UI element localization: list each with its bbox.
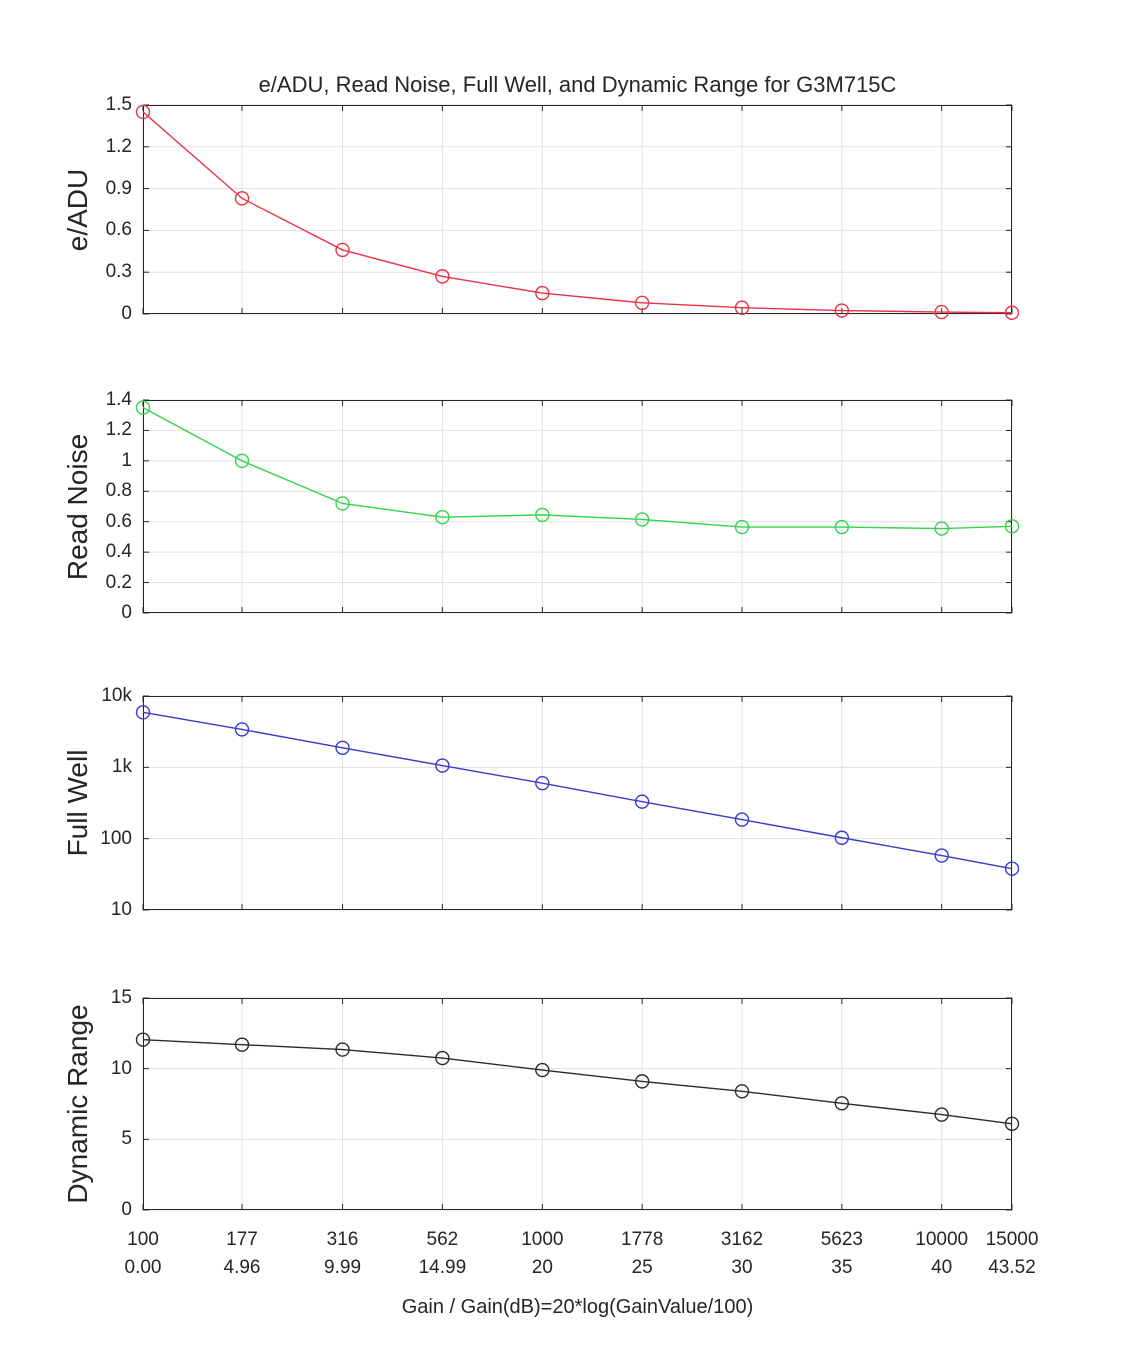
x-tick-label-db: 9.99 <box>324 1257 362 1278</box>
x-tick-label-gain: 562 <box>426 1229 459 1250</box>
x-tick-label-gain: 1000 <box>521 1229 564 1250</box>
figure-title: e/ADU, Read Noise, Full Well, and Dynami… <box>258 72 897 97</box>
y-tick-label: 0.8 <box>105 480 132 502</box>
plot-area-full-well <box>135 695 1020 911</box>
y-tick-label: 100 <box>100 827 132 849</box>
axis-box <box>143 998 1012 1210</box>
y-tick-label: 10 <box>110 1057 132 1079</box>
data-series-line-read-noise <box>142 406 1013 530</box>
data-point-marker <box>934 304 949 320</box>
x-tick-label-db: 25 <box>631 1257 653 1278</box>
data-point-marker <box>734 519 750 535</box>
y-axis-label-dynamic-range: Dynamic Range <box>62 1004 93 1204</box>
data-series-line-dynamic-range <box>142 1038 1013 1125</box>
y-tick-label: 1k <box>111 756 132 778</box>
axis-box <box>143 400 1012 613</box>
y-tick-label: 10 <box>110 899 132 920</box>
data-point-marker <box>234 453 250 469</box>
x-tick-label-gain: 177 <box>226 1229 258 1250</box>
data-point-marker <box>435 1050 450 1066</box>
data-point-marker <box>535 507 550 523</box>
x-tick-label-db: 35 <box>831 1257 853 1278</box>
x-tick-label-db: 20 <box>531 1257 553 1278</box>
y-tick-label: 1.2 <box>105 419 132 441</box>
data-point-marker <box>734 300 750 315</box>
y-tick-label: 1.5 <box>105 94 132 115</box>
data-point-marker <box>634 295 650 311</box>
y-tick-label: 0.2 <box>105 571 132 593</box>
x-tick-label-db: 4.96 <box>223 1257 261 1278</box>
y-tick-label: 0 <box>121 1199 132 1220</box>
data-point-marker <box>135 705 151 720</box>
x-tick-label-db: 30 <box>731 1257 753 1278</box>
data-point-marker <box>135 400 151 415</box>
y-tick-label: 5 <box>121 1128 132 1150</box>
data-point-marker <box>834 1096 850 1111</box>
data-point-marker <box>634 794 650 809</box>
y-tick-label: 1.2 <box>105 135 132 157</box>
data-point-marker <box>634 512 650 527</box>
data-point-marker <box>135 1032 151 1047</box>
data-point-marker <box>1004 1116 1020 1131</box>
data-point-marker <box>335 740 350 755</box>
data-point-marker <box>934 848 949 863</box>
x-tick-label-gain: 1778 <box>621 1229 664 1250</box>
x-tick-label-gain: 100 <box>127 1229 159 1250</box>
x-axis-title: Gain / Gain(dB)=20*log(GainValue/100) <box>401 1296 754 1318</box>
data-point-marker <box>234 722 250 737</box>
data-point-marker <box>535 1062 550 1078</box>
x-tick-label-gain: 316 <box>326 1229 359 1250</box>
data-point-marker <box>535 285 550 301</box>
data-point-marker <box>1004 305 1020 320</box>
data-point-marker <box>335 1042 350 1057</box>
data-point-marker <box>934 521 949 536</box>
data-point-marker <box>435 758 450 773</box>
data-point-marker <box>734 812 750 827</box>
plot-area-e-adu <box>135 104 1020 320</box>
data-point-marker <box>834 303 850 318</box>
x-tick-label-gain: 3162 <box>720 1229 764 1250</box>
data-point-marker <box>135 104 151 120</box>
plot-area-read-noise <box>135 399 1020 614</box>
data-point-marker <box>435 269 450 284</box>
x-tick-label-gain: 10000 <box>915 1229 969 1250</box>
y-tick-label: 0.9 <box>105 177 132 199</box>
x-tick-label-db: 0.00 <box>124 1257 162 1278</box>
y-tick-label: 0.6 <box>105 510 132 532</box>
data-point-marker <box>1004 519 1020 534</box>
data-point-marker <box>234 1037 250 1052</box>
data-point-marker <box>335 242 350 258</box>
y-tick-label: 1.4 <box>105 389 132 410</box>
data-point-marker <box>1004 861 1020 876</box>
data-point-marker <box>834 830 850 845</box>
data-point-marker <box>934 1107 949 1122</box>
axis-box <box>143 105 1012 314</box>
data-point-marker <box>734 1084 750 1099</box>
x-tick-label-db: 40 <box>931 1257 953 1278</box>
data-point-marker <box>634 1074 650 1089</box>
y-tick-label: 0 <box>121 602 132 623</box>
data-point-marker <box>435 509 450 525</box>
y-tick-label: 10k <box>101 685 132 706</box>
y-tick-label: 0.3 <box>105 261 132 283</box>
plot-area-dynamic-range <box>135 997 1020 1211</box>
x-tick-label-gain: 5623 <box>820 1229 863 1250</box>
data-point-marker <box>335 496 350 511</box>
x-tick-label-db: 14.99 <box>418 1257 467 1278</box>
x-tick-label-db: 43.52 <box>988 1257 1036 1278</box>
data-point-marker <box>535 775 550 791</box>
data-series-line-full-well <box>142 711 1013 870</box>
data-series-line-e-adu <box>142 111 1013 314</box>
y-tick-label: 0.4 <box>105 541 132 563</box>
data-point-marker <box>834 519 850 535</box>
y-tick-label: 0.6 <box>105 219 132 241</box>
x-tick-label-gain: 15000 <box>985 1229 1039 1250</box>
data-point-marker <box>234 191 250 206</box>
y-tick-label: 15 <box>110 987 132 1008</box>
y-tick-label: 1 <box>121 449 132 471</box>
axis-box <box>143 696 1012 910</box>
y-tick-label: 0 <box>121 303 132 324</box>
